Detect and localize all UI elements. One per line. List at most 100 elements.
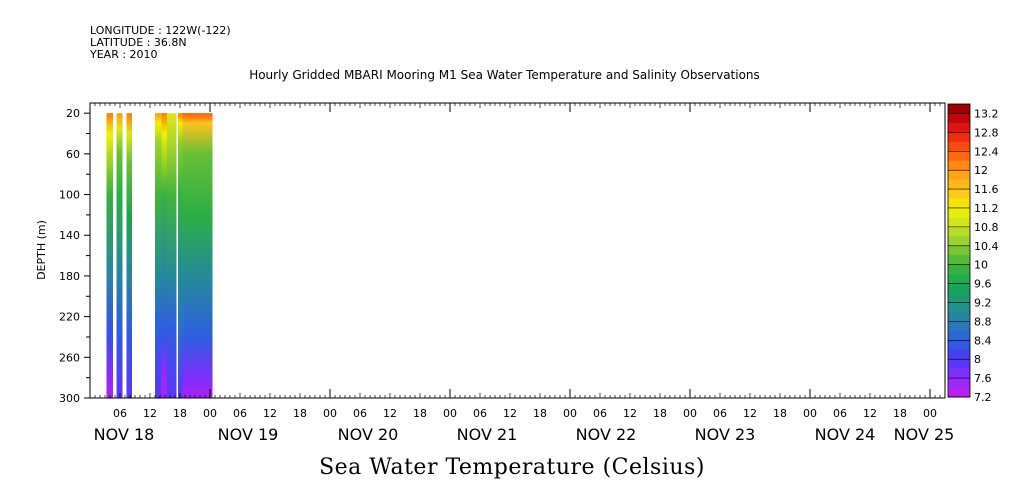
colorbar-label: 8.4: [974, 334, 992, 347]
colorbar-label: 10: [974, 259, 988, 272]
longitude-label: LONGITUDE : 122W(-122): [90, 24, 231, 37]
x-day-label: NOV 24: [815, 425, 876, 444]
colorbar-swatch: [948, 330, 970, 341]
colorbar-swatch: [948, 302, 970, 313]
x-hour-tick-label: 06: [353, 407, 367, 420]
x-hour-tick-label: 12: [863, 407, 877, 420]
x-hour-tick-label: 18: [293, 407, 307, 420]
x-hour-tick-label: 06: [473, 407, 487, 420]
colorbar-swatch: [948, 132, 970, 143]
colorbar-label: 8: [974, 353, 981, 366]
colorbar-swatch: [948, 255, 970, 265]
colorbar-swatch: [948, 340, 970, 351]
y-tick-label: 220: [59, 311, 80, 324]
y-tick-label: 300: [59, 392, 80, 405]
x-hour-tick-label: 18: [773, 407, 787, 420]
colorbar-label: 8.8: [974, 315, 992, 328]
x-hour-tick-label: 06: [833, 407, 847, 420]
x-hour-tick-label: 12: [503, 407, 517, 420]
x-day-label: NOV 20: [338, 425, 399, 444]
year-label: YEAR : 2010: [90, 48, 158, 61]
y-tick-label: 180: [59, 270, 80, 283]
y-tick-label: 20: [66, 107, 80, 120]
x-hour-tick-label: 00: [803, 407, 817, 420]
colorbar-swatch: [948, 274, 970, 284]
observation-block: [116, 113, 123, 398]
x-day-label: NOV 19: [218, 425, 279, 444]
colorbar-swatch: [948, 226, 970, 237]
y-tick-label: 260: [59, 351, 80, 364]
colorbar-label: 12: [974, 164, 988, 177]
x-hour-tick-label: 06: [233, 407, 247, 420]
chart-title: Hourly Gridded MBARI Mooring M1 Sea Wate…: [249, 68, 760, 82]
x-hour-tick-label: 12: [143, 407, 157, 420]
colorbar-label: 12.8: [974, 126, 999, 139]
y-axis-label: DEPTH (m): [35, 220, 48, 280]
observation-block: [161, 113, 167, 398]
colorbar-swatch: [948, 151, 970, 162]
colorbar-swatch: [948, 359, 970, 369]
x-hour-tick-label: 00: [923, 407, 937, 420]
colorbar-swatch: [948, 217, 970, 228]
y-tick-label: 60: [66, 148, 80, 161]
colorbar-swatch: [948, 113, 970, 124]
colorbar-label: 13.2: [974, 107, 999, 120]
colorbar-swatch: [948, 122, 970, 133]
x-hour-tick-label: 06: [713, 407, 727, 420]
colorbar-label: 7.2: [974, 391, 992, 404]
colorbar-swatch: [948, 387, 970, 398]
observation-block: [106, 113, 113, 398]
x-hour-tick-label: 00: [443, 407, 457, 420]
y-tick-label: 100: [59, 189, 80, 202]
x-hour-tick-label: 06: [113, 407, 127, 420]
colorbar-label: 11.6: [974, 183, 999, 196]
y-tick-label: 140: [59, 229, 80, 242]
x-day-label: NOV 22: [576, 425, 637, 444]
plot-frame: [89, 102, 946, 399]
colorbar-swatch: [948, 245, 970, 256]
x-hour-tick-label: 18: [893, 407, 907, 420]
colorbar-label: 10.4: [974, 240, 999, 253]
colorbar-label: 12.4: [974, 145, 999, 158]
colorbar-swatch: [948, 321, 970, 332]
colorbar-swatch: [948, 264, 970, 275]
x-day-label: NOV 23: [695, 425, 756, 444]
colorbar-swatch: [948, 160, 970, 171]
colorbar-swatch: [948, 378, 970, 388]
x-day-label: NOV 21: [457, 425, 518, 444]
latitude-label: LATITUDE : 36.8N: [90, 36, 187, 49]
colorbar-label: 9.2: [974, 296, 992, 309]
colorbar-label: 9.6: [974, 278, 992, 291]
x-hour-tick-label: 00: [203, 407, 217, 420]
colorbar-swatch: [948, 179, 970, 190]
x-hour-tick-label: 12: [743, 407, 757, 420]
colorbar-swatch: [948, 368, 970, 379]
x-hour-tick-label: 18: [173, 407, 187, 420]
colorbar-swatch: [948, 283, 970, 294]
colorbar-swatch: [948, 104, 970, 114]
x-hour-tick-label: 18: [413, 407, 427, 420]
observation-block: [182, 113, 213, 398]
x-hour-tick-label: 06: [593, 407, 607, 420]
colorbar-swatch: [948, 236, 970, 247]
x-day-label: NOV 18: [94, 425, 155, 444]
observation-block: [155, 113, 166, 398]
x-day-label: NOV 25: [894, 425, 955, 444]
colorbar-label: 10.8: [974, 221, 999, 234]
colorbar-swatch: [948, 349, 970, 360]
colorbar-label: 7.6: [974, 372, 992, 385]
colorbar-swatch: [948, 207, 970, 218]
x-axis-label: Sea Water Temperature (Celsius): [319, 455, 705, 480]
colorbar-swatch: [948, 198, 970, 209]
x-hour-tick-label: 18: [653, 407, 667, 420]
x-hour-tick-label: 18: [533, 407, 547, 420]
x-hour-tick-label: 12: [263, 407, 277, 420]
colorbar-swatch: [948, 170, 970, 180]
x-hour-tick-label: 00: [683, 407, 697, 420]
observation-block: [126, 113, 132, 398]
x-hour-tick-label: 12: [623, 407, 637, 420]
colorbar-swatch: [948, 141, 970, 152]
colorbar-swatch: [948, 311, 970, 322]
colorbar-swatch: [948, 293, 970, 303]
